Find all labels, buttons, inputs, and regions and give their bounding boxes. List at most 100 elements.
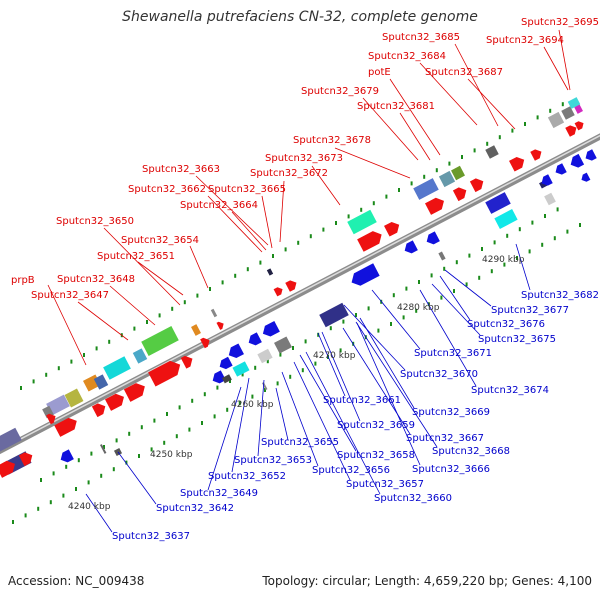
gene-label-3656[interactable]: Sputcn32_3656 [312,465,390,476]
gene-label-3672[interactable]: Sputcn32_3672 [250,168,328,179]
gene-label-3673[interactable]: Sputcn32_3673 [265,153,343,164]
gene-label-3694[interactable]: Sputcn32_3694 [486,35,564,46]
reverse-gene-arrow [248,332,262,346]
reverse-gene-arrow [404,240,418,254]
tick-mark [163,440,166,445]
tick-mark [70,359,73,364]
label-leader [85,493,113,533]
tick-mark [183,300,186,305]
gene-label-3652[interactable]: Sputcn32_3652 [208,471,286,482]
gene-label-3663[interactable]: Sputcn32_3663 [142,164,220,175]
gene-label-potE[interactable]: potE [368,67,391,78]
gene-features[interactable] [0,97,597,478]
tick-mark [435,168,438,173]
gene-label-3675[interactable]: Sputcn32_3675 [478,334,556,345]
tick-mark [83,353,85,357]
tick-mark [498,135,501,140]
reverse-gene-arrow [426,231,440,245]
gene-label-3661[interactable]: Sputcn32_3661 [323,395,401,406]
gene-block [221,374,232,384]
tick-mark [284,247,287,252]
tick-mark [95,346,98,351]
forward-gene-arrow [273,287,283,297]
tick-mark [24,513,27,518]
gene-label-3660[interactable]: Sputcn32_3660 [374,493,452,504]
label-leader [444,269,492,307]
gene-label-3671[interactable]: Sputcn32_3671 [414,348,492,359]
gene-label-3670[interactable]: Sputcn32_3670 [400,369,478,380]
gene-label-3687[interactable]: Sputcn32_3687 [425,67,503,78]
gene-label-3650[interactable]: Sputcn32_3650 [56,216,134,227]
gene-label-3658[interactable]: Sputcn32_3658 [337,450,415,461]
tick-mark [201,421,203,425]
tick-mark [128,431,131,436]
gene-label-3684[interactable]: Sputcn32_3684 [368,51,446,62]
gene-label-3665[interactable]: Sputcn32_3665 [208,184,286,195]
label-leader [558,29,571,91]
gene-label-3678[interactable]: Sputcn32_3678 [293,135,371,146]
gene-label-3664[interactable]: Sputcn32_3664 [180,200,258,211]
label-leader [299,354,357,452]
tick-mark [377,328,380,333]
tick-mark [196,293,199,298]
gene-label-3682[interactable]: Sputcn32_3682 [521,290,599,301]
gene-label-3653[interactable]: Sputcn32_3653 [234,455,312,466]
gene-label-3669[interactable]: Sputcn32_3669 [412,407,490,418]
gene-label-3674[interactable]: Sputcn32_3674 [471,385,549,396]
gene-label-3679[interactable]: Sputcn32_3679 [301,86,379,97]
gene-label-prpB[interactable]: prpB [11,275,35,286]
forward-gene-arrow [357,231,382,252]
gene-label-3681[interactable]: Sputcn32_3681 [357,101,435,112]
gene-label-3648[interactable]: Sputcn32_3648 [57,274,135,285]
gene-label-3666[interactable]: Sputcn32_3666 [412,464,490,475]
tick-mark [57,366,60,371]
reverse-gene-arrow [541,174,553,186]
tick-mark [254,365,257,370]
tick-mark [516,256,518,260]
tick-mark [292,346,294,350]
gene-label-3649[interactable]: Sputcn32_3649 [180,488,258,499]
gene-label-3685[interactable]: Sputcn32_3685 [382,32,460,43]
label-leader [195,175,269,246]
gene-label-3667[interactable]: Sputcn32_3667 [406,433,484,444]
forward-gene-arrow [46,413,56,425]
gene-label-3637[interactable]: Sputcn32_3637 [112,531,190,542]
forward-gene-arrow [91,403,106,418]
gene-label-3668[interactable]: Sputcn32_3668 [432,446,510,457]
tick-mark [90,451,93,456]
gene-label-3676[interactable]: Sputcn32_3676 [467,319,545,330]
gene-label-3695[interactable]: Sputcn32_3695 [521,17,599,28]
gene-label-3647[interactable]: Sputcn32_3647 [31,290,109,301]
gene-label-3655[interactable]: Sputcn32_3655 [261,437,339,448]
tick-mark [448,161,451,166]
forward-gene-arrow [54,417,77,437]
gene-label-3651[interactable]: Sputcn32_3651 [97,251,175,262]
label-leader [343,304,406,371]
gene-label-3642[interactable]: Sputcn32_3642 [156,503,234,514]
label-leader [311,165,341,206]
gene-block [319,302,349,328]
gene-label-3677[interactable]: Sputcn32_3677 [491,305,569,316]
tick-mark [203,392,206,397]
gene-label-3657[interactable]: Sputcn32_3657 [346,479,424,490]
tick-mark [355,313,357,317]
label-leader [356,322,421,466]
gene-label-3654[interactable]: Sputcn32_3654 [121,235,199,246]
tick-mark [544,214,546,218]
tick-mark [342,319,345,324]
label-leader [137,261,184,296]
tick-mark [461,155,463,159]
label-leader [515,243,531,291]
gene-label-3662[interactable]: Sputcn32_3662 [128,184,206,195]
gene-label-3659[interactable]: Sputcn32_3659 [337,420,415,431]
tick-mark [518,227,521,232]
gene-block [103,356,131,380]
label-leader [207,195,263,253]
gene-block [567,97,581,109]
tick-mark [146,320,148,324]
reverse-gene-arrow [555,163,567,175]
tick-mark [579,223,581,227]
label-leader [355,321,438,448]
tick-mark [443,266,446,271]
tick-mark [455,260,458,265]
